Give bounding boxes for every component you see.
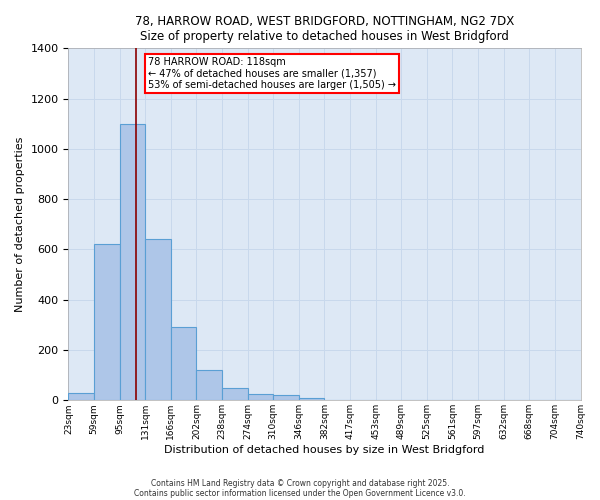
- X-axis label: Distribution of detached houses by size in West Bridgford: Distribution of detached houses by size …: [164, 445, 485, 455]
- Bar: [299, 398, 325, 400]
- Y-axis label: Number of detached properties: Number of detached properties: [15, 136, 25, 312]
- Bar: [222, 388, 248, 400]
- Title: 78, HARROW ROAD, WEST BRIDGFORD, NOTTINGHAM, NG2 7DX
Size of property relative t: 78, HARROW ROAD, WEST BRIDGFORD, NOTTING…: [135, 15, 514, 43]
- Bar: [94, 244, 119, 400]
- Bar: [145, 240, 171, 400]
- Text: Contains HM Land Registry data © Crown copyright and database right 2025.: Contains HM Land Registry data © Crown c…: [151, 478, 449, 488]
- Bar: [68, 392, 94, 400]
- Text: Contains public sector information licensed under the Open Government Licence v3: Contains public sector information licen…: [134, 488, 466, 498]
- Bar: [196, 370, 222, 400]
- Bar: [119, 124, 145, 400]
- Text: 78 HARROW ROAD: 118sqm
← 47% of detached houses are smaller (1,357)
53% of semi-: 78 HARROW ROAD: 118sqm ← 47% of detached…: [148, 57, 396, 90]
- Bar: [248, 394, 273, 400]
- Bar: [171, 328, 196, 400]
- Bar: [273, 396, 299, 400]
